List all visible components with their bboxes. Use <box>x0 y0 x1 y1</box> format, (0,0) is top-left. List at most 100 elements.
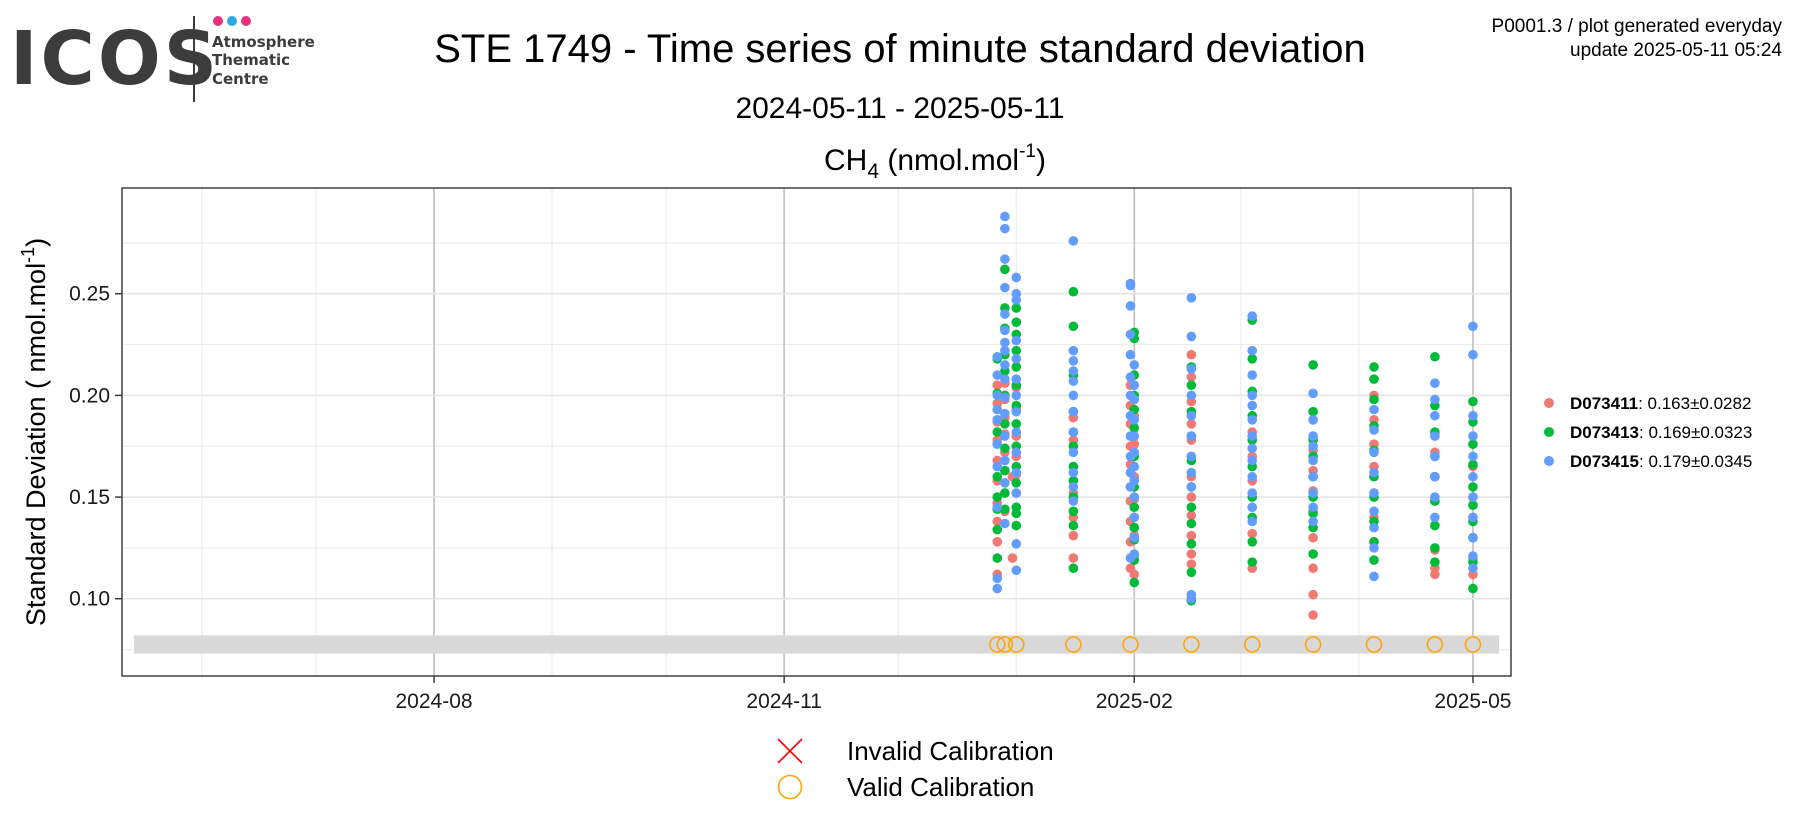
data-point-D073411 <box>1068 530 1079 541</box>
data-point-D073413 <box>1308 406 1318 417</box>
data-point-D073413 <box>1011 419 1022 429</box>
logo-line-3: Centre <box>212 70 269 88</box>
data-point-D073411 <box>992 380 1003 391</box>
data-point-D073413 <box>1068 563 1079 574</box>
data-point-D073413 <box>1468 583 1478 594</box>
data-point-D073413 <box>1068 321 1079 332</box>
data-point-D073415 <box>1247 400 1258 411</box>
data-point-D073413 <box>1247 537 1258 547</box>
data-point-D073413 <box>1000 264 1010 275</box>
data-point-D073411 <box>1186 549 1197 559</box>
data-point-D073413 <box>1129 423 1140 433</box>
y-axis-label-main: Standard Deviation ( nmol.mol <box>21 263 51 626</box>
data-point-D073413 <box>1430 557 1440 567</box>
data-point-D073415 <box>1308 388 1318 399</box>
data-point-D073415 <box>1125 372 1136 382</box>
data-point-D073415 <box>1011 427 1022 437</box>
valid-calibration-band <box>134 635 1499 654</box>
data-point-D073415 <box>1369 425 1379 435</box>
data-point-D073415 <box>1247 455 1258 466</box>
data-point-D073415 <box>1011 539 1022 549</box>
data-point-D073413 <box>1186 567 1197 578</box>
data-point-D073413 <box>1186 518 1197 529</box>
minor-gridlines <box>122 188 1511 676</box>
logo-dot-pink-icon <box>213 16 223 26</box>
data-point-D073415 <box>1000 309 1010 319</box>
data-point-D073413 <box>1011 345 1022 356</box>
x-tick-label: 2025-02 <box>1096 690 1173 713</box>
data-point-D073413 <box>1011 303 1022 313</box>
data-point-D073415 <box>1369 488 1379 498</box>
y-tick-label: 0.15 <box>69 486 110 509</box>
data-point-D073415 <box>1011 335 1022 346</box>
update-timestamp: update 2025-05-11 05:24 <box>1570 40 1782 61</box>
data-point-D073413 <box>1369 362 1379 372</box>
data-point-D073415 <box>1308 415 1318 425</box>
data-point-D073415 <box>1011 488 1022 498</box>
valid-calibration-marker <box>1464 636 1482 653</box>
data-point-D073415 <box>1129 492 1140 502</box>
data-point-D073415 <box>1129 549 1140 559</box>
data-point-D073415 <box>1247 311 1258 321</box>
data-point-D073413 <box>1011 520 1022 531</box>
legend-label-D073413: D073413: 0.169±0.0323 <box>1570 423 1752 442</box>
data-point-D073411 <box>1186 510 1197 521</box>
data-point-D073415 <box>1011 272 1022 283</box>
data-point-D073415 <box>1369 404 1379 415</box>
data-point-D073411 <box>992 537 1003 547</box>
data-point-D073415 <box>1186 593 1197 604</box>
data-point-D073415 <box>1068 496 1079 506</box>
data-point-D073415 <box>1308 455 1318 466</box>
legend-key-D073411 <box>1544 398 1554 408</box>
data-point-D073411 <box>1007 553 1018 563</box>
data-point-D073415 <box>1468 321 1478 332</box>
data-point-D073415 <box>1430 394 1440 405</box>
data-point-D073413 <box>1068 506 1079 517</box>
plot-id-note: P0001.3 / plot generated everyday <box>1492 16 1783 37</box>
data-point-D073415 <box>1369 447 1379 458</box>
data-point-D073413 <box>1247 354 1258 364</box>
y-tick-label: 0.20 <box>69 384 110 407</box>
data-point-D073415 <box>1125 329 1136 340</box>
data-point-D073413 <box>1468 396 1478 407</box>
data-point-D073415 <box>992 415 1003 425</box>
data-point-D073411 <box>1308 532 1318 543</box>
data-point-D073415 <box>1247 415 1258 425</box>
data-point-D073411 <box>1068 553 1079 563</box>
data-point-D073413 <box>1068 286 1079 297</box>
data-point-D073413 <box>1186 380 1197 391</box>
data-point-D073411 <box>1186 559 1197 569</box>
data-point-D073415 <box>1468 492 1478 502</box>
data-point-D073413 <box>1011 478 1022 488</box>
logo-line-1: Atmosphere <box>212 33 315 51</box>
data-points <box>992 211 1478 620</box>
data-point-D073413 <box>1247 557 1258 567</box>
data-point-D073415 <box>1247 431 1258 441</box>
data-point-D073415 <box>1129 360 1140 370</box>
valid-calibration-marker <box>996 636 1014 653</box>
data-point-D073415 <box>1129 532 1140 543</box>
data-point-D073415 <box>1011 374 1022 384</box>
data-point-D073415 <box>1068 406 1079 417</box>
data-point-D073415 <box>1247 345 1258 356</box>
data-point-D073415 <box>1430 512 1440 523</box>
data-point-D073415 <box>1000 431 1010 441</box>
data-point-D073411 <box>1430 569 1440 580</box>
data-point-D073415 <box>1068 236 1079 246</box>
gas-subscript: 4 <box>867 160 879 183</box>
data-point-D073415 <box>1068 356 1079 366</box>
data-point-D073415 <box>1430 410 1440 421</box>
data-point-D073415 <box>1186 293 1197 303</box>
data-point-D073413 <box>1129 577 1140 588</box>
data-point-D073411 <box>1308 563 1318 574</box>
valid-calibration-marker <box>1065 636 1082 653</box>
page-title: STE 1749 - Time series of minute standar… <box>434 27 1366 71</box>
data-point-D073413 <box>1000 443 1010 454</box>
data-point-D073415 <box>1468 563 1478 574</box>
data-point-D073415 <box>992 439 1003 450</box>
data-point-D073411 <box>992 516 1003 527</box>
data-point-D073413 <box>1430 520 1440 531</box>
data-point-D073415 <box>1468 431 1478 441</box>
data-point-D073415 <box>1000 360 1010 370</box>
data-point-D073413 <box>1430 543 1440 553</box>
